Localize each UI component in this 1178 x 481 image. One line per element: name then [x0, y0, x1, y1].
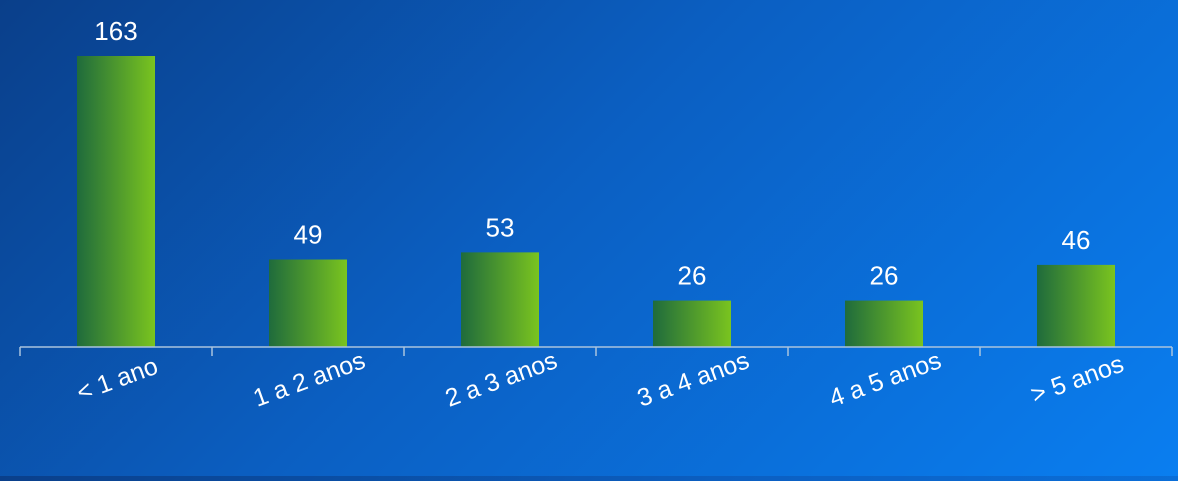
bar: [653, 300, 731, 347]
category-tick-label: 2 a 3 anos: [442, 346, 561, 412]
bar: [845, 300, 923, 347]
bar: [77, 56, 155, 347]
bar: [461, 252, 539, 347]
category-tick-label: < 1 ano: [73, 352, 162, 407]
bar: [1037, 264, 1115, 347]
bar-value-label: 163: [94, 16, 137, 46]
category-tick-label: > 5 anos: [1027, 350, 1127, 409]
x-axis: [19, 346, 1173, 356]
bar-value-label: 26: [678, 261, 707, 291]
bar: [269, 259, 347, 347]
bar-value-label: 26: [870, 261, 899, 291]
category-tick-label: 3 a 4 anos: [634, 346, 753, 412]
bar-value-label: 49: [294, 220, 323, 250]
bar-value-label: 46: [1062, 225, 1091, 255]
bar-value-label: 53: [486, 212, 515, 242]
category-tick-label: 1 a 2 anos: [250, 346, 369, 412]
labels-layer: 163 < 1 ano 49 1 a 2 anos 53 2 a 3 anos 26 3 a …: [73, 16, 1127, 413]
bars-layer: [77, 56, 1115, 347]
category-tick-label: 4 a 5 anos: [826, 346, 945, 412]
